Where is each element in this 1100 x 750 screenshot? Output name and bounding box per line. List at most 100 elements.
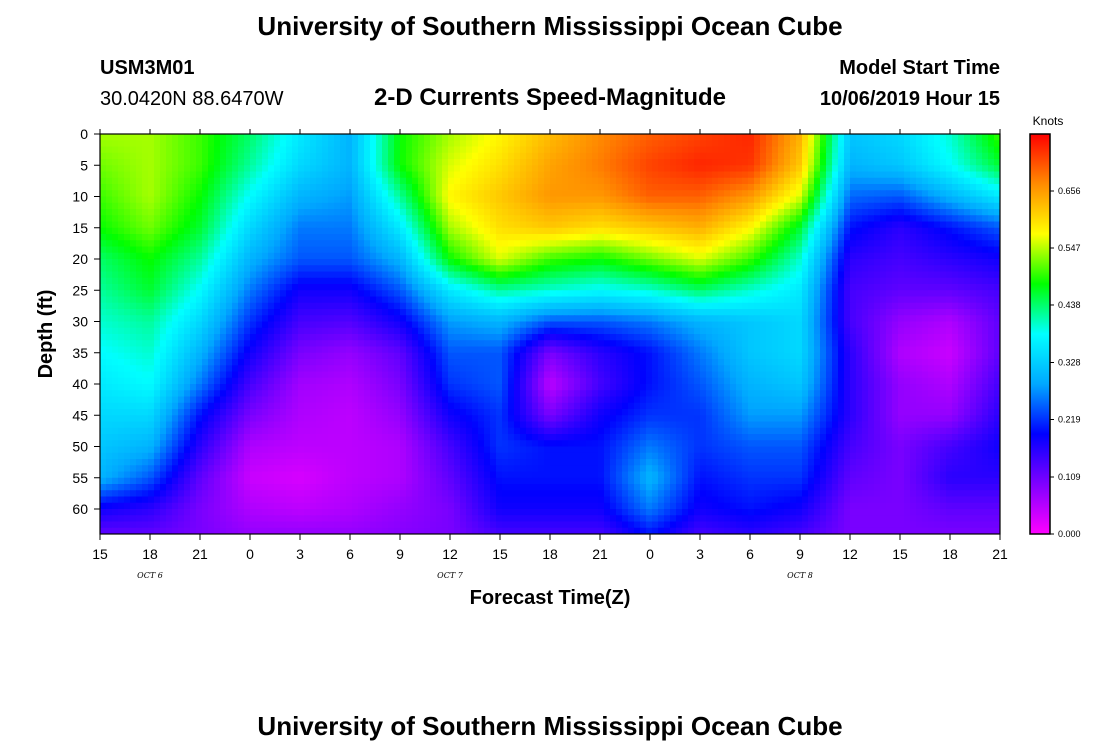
heatmap-cell xyxy=(514,177,521,185)
heatmap-cell xyxy=(100,290,107,298)
heatmap-cell xyxy=(550,284,557,291)
heatmap-cell xyxy=(700,227,707,235)
heatmap-cell xyxy=(538,309,545,316)
heatmap-cell xyxy=(772,209,779,216)
heatmap-cell xyxy=(970,209,977,216)
heatmap-cell xyxy=(658,290,665,298)
heatmap-cell xyxy=(364,315,371,323)
heatmap-cell xyxy=(130,334,137,341)
heatmap-cell xyxy=(766,234,773,241)
heatmap-cell xyxy=(826,196,833,204)
heatmap-cell xyxy=(928,252,935,260)
heatmap-cell xyxy=(958,315,965,323)
heatmap-cell xyxy=(394,177,401,185)
heatmap-cell xyxy=(604,296,611,304)
heatmap-cell xyxy=(694,240,701,248)
heatmap-cell xyxy=(640,277,647,285)
heatmap-cell xyxy=(340,271,347,279)
heatmap-cell xyxy=(352,309,359,316)
heatmap-cell xyxy=(754,171,761,179)
heatmap-cell xyxy=(934,165,941,173)
heatmap-cell xyxy=(178,202,185,210)
heatmap-cell xyxy=(868,234,875,241)
heatmap-cell xyxy=(970,152,977,160)
heatmap-cell xyxy=(214,146,221,154)
heatmap-cell xyxy=(214,221,221,229)
heatmap-cell xyxy=(436,227,443,235)
heatmap-cell xyxy=(862,184,869,191)
heatmap-cell xyxy=(496,134,503,141)
heatmap-cell xyxy=(304,315,311,323)
heatmap-cell xyxy=(700,309,707,316)
heatmap-cell xyxy=(742,134,749,141)
heatmap-cell xyxy=(874,134,881,141)
heatmap-cell xyxy=(538,146,545,154)
heatmap-cell xyxy=(376,234,383,241)
heatmap-cell xyxy=(742,146,749,154)
heatmap-cell xyxy=(334,277,341,285)
heatmap-cell xyxy=(988,165,995,173)
heatmap-cell xyxy=(934,252,941,260)
heatmap-cell xyxy=(988,240,995,248)
heatmap-cell xyxy=(202,134,209,141)
heatmap-cell xyxy=(220,252,227,260)
heatmap-cell xyxy=(418,240,425,248)
heatmap-cell xyxy=(838,284,845,291)
heatmap-cell xyxy=(448,221,455,229)
heatmap-cell xyxy=(922,315,929,323)
heatmap-cell xyxy=(910,334,917,341)
heatmap-cell xyxy=(352,171,359,179)
heatmap-cell xyxy=(454,190,461,198)
heatmap-cell xyxy=(598,290,605,298)
heatmap-cell xyxy=(736,321,743,329)
heatmap-cell xyxy=(778,221,785,229)
heatmap-cell xyxy=(634,296,641,304)
heatmap-cell xyxy=(718,315,725,323)
heatmap-cell xyxy=(634,234,641,241)
heatmap-cell xyxy=(418,140,425,148)
heatmap-cell xyxy=(568,134,575,141)
heatmap-cell xyxy=(958,321,965,329)
heatmap-cell xyxy=(820,265,827,273)
heatmap-cell xyxy=(796,209,803,216)
heatmap-cell xyxy=(532,259,539,266)
heatmap-cell xyxy=(982,171,989,179)
heatmap-cell xyxy=(676,140,683,148)
heatmap-cell xyxy=(328,152,335,160)
heatmap-cell xyxy=(610,221,617,229)
heatmap-cell xyxy=(832,215,839,223)
heatmap-cell xyxy=(298,240,305,248)
heatmap-cell xyxy=(838,184,845,191)
heatmap-cell xyxy=(178,159,185,166)
heatmap-cell xyxy=(766,252,773,260)
heatmap-cell xyxy=(646,234,653,241)
heatmap-cell xyxy=(106,296,113,304)
heatmap-cell xyxy=(322,315,329,323)
heatmap-cell xyxy=(886,246,893,254)
heatmap-cell xyxy=(304,277,311,285)
heatmap-cell xyxy=(190,196,197,204)
heatmap-cell xyxy=(238,209,245,216)
heatmap-cell xyxy=(760,246,767,254)
heatmap-cell xyxy=(892,290,899,298)
heatmap-cell xyxy=(394,159,401,166)
heatmap-cell xyxy=(748,196,755,204)
heatmap-cell xyxy=(334,159,341,166)
heatmap-cell xyxy=(202,340,209,348)
heatmap-cell xyxy=(136,221,143,229)
heatmap-cell xyxy=(208,321,215,329)
heatmap-cell xyxy=(958,259,965,266)
heatmap-cell xyxy=(922,252,929,260)
heatmap-cell xyxy=(778,227,785,235)
heatmap-cell xyxy=(250,277,257,285)
heatmap-cell xyxy=(328,340,335,348)
heatmap-cell xyxy=(178,190,185,198)
heatmap-cell xyxy=(208,327,215,335)
heatmap-cell xyxy=(202,334,209,341)
heatmap-cell xyxy=(970,146,977,154)
heatmap-cell xyxy=(478,177,485,185)
heatmap-cell xyxy=(730,246,737,254)
heatmap-cell xyxy=(694,259,701,266)
heatmap-cell xyxy=(754,321,761,329)
heatmap-cell xyxy=(412,265,419,273)
